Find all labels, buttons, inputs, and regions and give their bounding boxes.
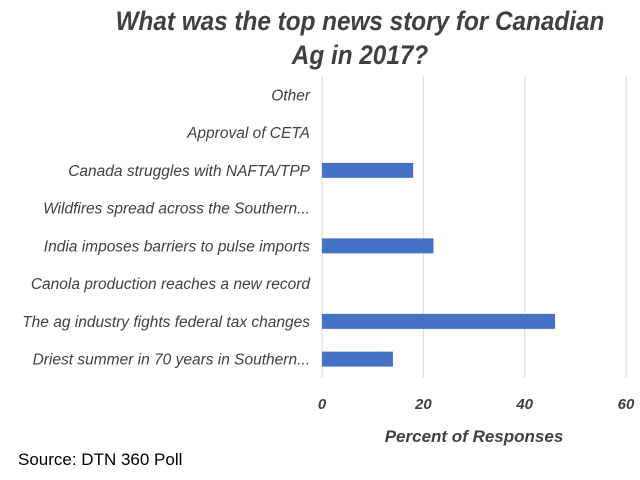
chart-title: What was the top news story for Canadian…: [115, 6, 605, 70]
category-label: Approval of CETA: [186, 125, 310, 142]
category-label: Canola production reaches a new record: [31, 276, 312, 293]
category-label: Canada struggles with NAFTA/TPP: [68, 163, 310, 180]
category-label: The ag industry fights federal tax chang…: [22, 314, 310, 331]
x-tick-label: 60: [618, 396, 635, 413]
bar: [322, 238, 434, 254]
source-note: Source: DTN 360 Poll: [18, 450, 183, 469]
category-label: Wildfires spread across the Southern...: [43, 201, 310, 218]
x-tick-labels: 0 20 40 60: [318, 396, 635, 413]
category-label: Other: [271, 87, 311, 104]
x-tick-label: 40: [515, 396, 533, 413]
x-axis-title: Percent of Responses: [385, 427, 564, 446]
gridlines: [321, 76, 627, 378]
category-label: India imposes barriers to pulse imports: [44, 238, 310, 255]
category-labels: Other Approval of CETA Canada struggles wi…: [22, 87, 311, 368]
bar: [322, 313, 556, 329]
bar: [322, 351, 393, 367]
category-label: Driest summer in 70 years in Southern...: [33, 352, 310, 369]
bar: [322, 162, 414, 178]
bars: [322, 162, 556, 367]
x-tick-label: 0: [318, 396, 327, 413]
x-tick-label: 20: [414, 396, 432, 413]
